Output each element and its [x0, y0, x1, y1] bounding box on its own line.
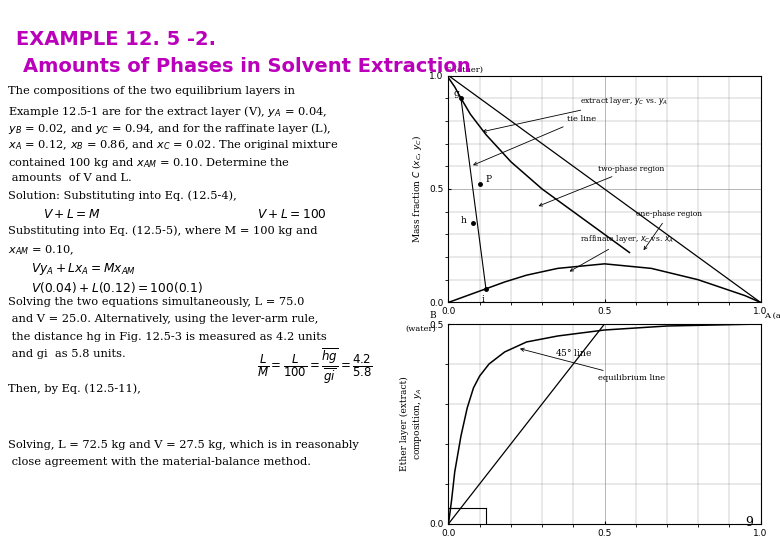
Text: Solving the two equations simultaneously, L = 75.0: Solving the two equations simultaneously…	[8, 297, 304, 307]
Text: 45$\degree$ line: 45$\degree$ line	[555, 347, 592, 358]
Text: $x_{AM}$ = 0.10,: $x_{AM}$ = 0.10,	[8, 243, 74, 256]
Text: Solving, L = 72.5 kg and V = 27.5 kg, which is in reasonably: Solving, L = 72.5 kg and V = 27.5 kg, wh…	[8, 440, 359, 450]
Text: Then, by Eq. (12.5-11),: Then, by Eq. (12.5-11),	[8, 383, 140, 394]
Text: $V + L = 100$: $V + L = 100$	[257, 208, 327, 221]
Text: $\dfrac{L}{M} = \dfrac{L}{100} = \dfrac{\overline{hg}}{\overline{gi}} = \dfrac{4: $\dfrac{L}{M} = \dfrac{L}{100} = \dfrac{…	[257, 347, 373, 386]
Y-axis label: Ether layer (extract)
composition, $y_A$: Ether layer (extract) composition, $y_A$	[400, 376, 424, 471]
Text: Example 12.5-1 are for the extract layer (V), $y_A$ = 0.04,: Example 12.5-1 are for the extract layer…	[8, 104, 327, 119]
Text: h: h	[461, 216, 467, 225]
Text: i: i	[481, 295, 484, 305]
Text: contained 100 kg and $x_{AM}$ = 0.10. Determine the: contained 100 kg and $x_{AM}$ = 0.10. De…	[8, 156, 290, 170]
Text: EXAMPLE 12. 5 -2.: EXAMPLE 12. 5 -2.	[16, 30, 215, 49]
Text: tie line: tie line	[473, 115, 596, 165]
Text: Amounts of Phases in Solvent Extraction: Amounts of Phases in Solvent Extraction	[23, 57, 471, 76]
X-axis label: Mass fraction $A$  ($x_A$, $y_A$): Mass fraction $A$ ($x_A$, $y_A$)	[549, 322, 660, 336]
Text: and gi  as 5.8 units.: and gi as 5.8 units.	[8, 349, 126, 359]
Text: one-phase region: one-phase region	[636, 210, 702, 249]
Text: B: B	[430, 312, 436, 320]
Text: $Vy_A + Lx_A = Mx_{AM}$: $Vy_A + Lx_A = Mx_{AM}$	[31, 261, 136, 278]
Text: amounts  of V and L.: amounts of V and L.	[8, 173, 132, 183]
Text: A (acetic acid): A (acetic acid)	[764, 312, 780, 320]
Text: $V + L = M$: $V + L = M$	[43, 208, 101, 221]
Text: two-phase region: two-phase region	[539, 165, 665, 206]
Text: close agreement with the material-balance method.: close agreement with the material-balanc…	[8, 457, 310, 468]
Text: and V = 25.0. Alternatively, using the lever-arm rule,: and V = 25.0. Alternatively, using the l…	[8, 314, 318, 325]
Text: the distance hg in Fig. 12.5-3 is measured as 4.2 units: the distance hg in Fig. 12.5-3 is measur…	[8, 332, 327, 342]
Text: C (ether): C (ether)	[445, 65, 484, 73]
Text: $V(0.04) + L(0.12) = 100(0.1)$: $V(0.04) + L(0.12) = 100(0.1)$	[31, 280, 204, 295]
Text: $x_A$ = 0.12, $x_B$ = 0.86, and $x_C$ = 0.02. The original mixture: $x_A$ = 0.12, $x_B$ = 0.86, and $x_C$ = …	[8, 138, 338, 152]
Text: P: P	[486, 175, 492, 184]
Text: raffinate layer, $x_C$ vs. $x_A$: raffinate layer, $x_C$ vs. $x_A$	[570, 233, 673, 271]
Text: The compositions of the two equilibrium layers in: The compositions of the two equilibrium …	[8, 86, 295, 97]
Text: $y_B$ = 0.02, and $y_C$ = 0.94, and for the raffinate layer (L),: $y_B$ = 0.02, and $y_C$ = 0.94, and for …	[8, 121, 331, 136]
Y-axis label: Mass fraction $C$ ($x_C$, $y_C$): Mass fraction $C$ ($x_C$, $y_C$)	[410, 135, 424, 243]
Text: (water): (water)	[406, 325, 436, 333]
Text: extract layer, $y_C$ vs. $y_A$: extract layer, $y_C$ vs. $y_A$	[484, 95, 668, 132]
Text: g: g	[453, 89, 459, 98]
Text: equilibrium line: equilibrium line	[521, 348, 665, 382]
Text: 9: 9	[745, 516, 753, 530]
Text: Substituting into Eq. (12.5-5), where M = 100 kg and: Substituting into Eq. (12.5-5), where M …	[8, 226, 317, 237]
Text: Solution: Substituting into Eq. (12.5-4),: Solution: Substituting into Eq. (12.5-4)…	[8, 190, 236, 201]
